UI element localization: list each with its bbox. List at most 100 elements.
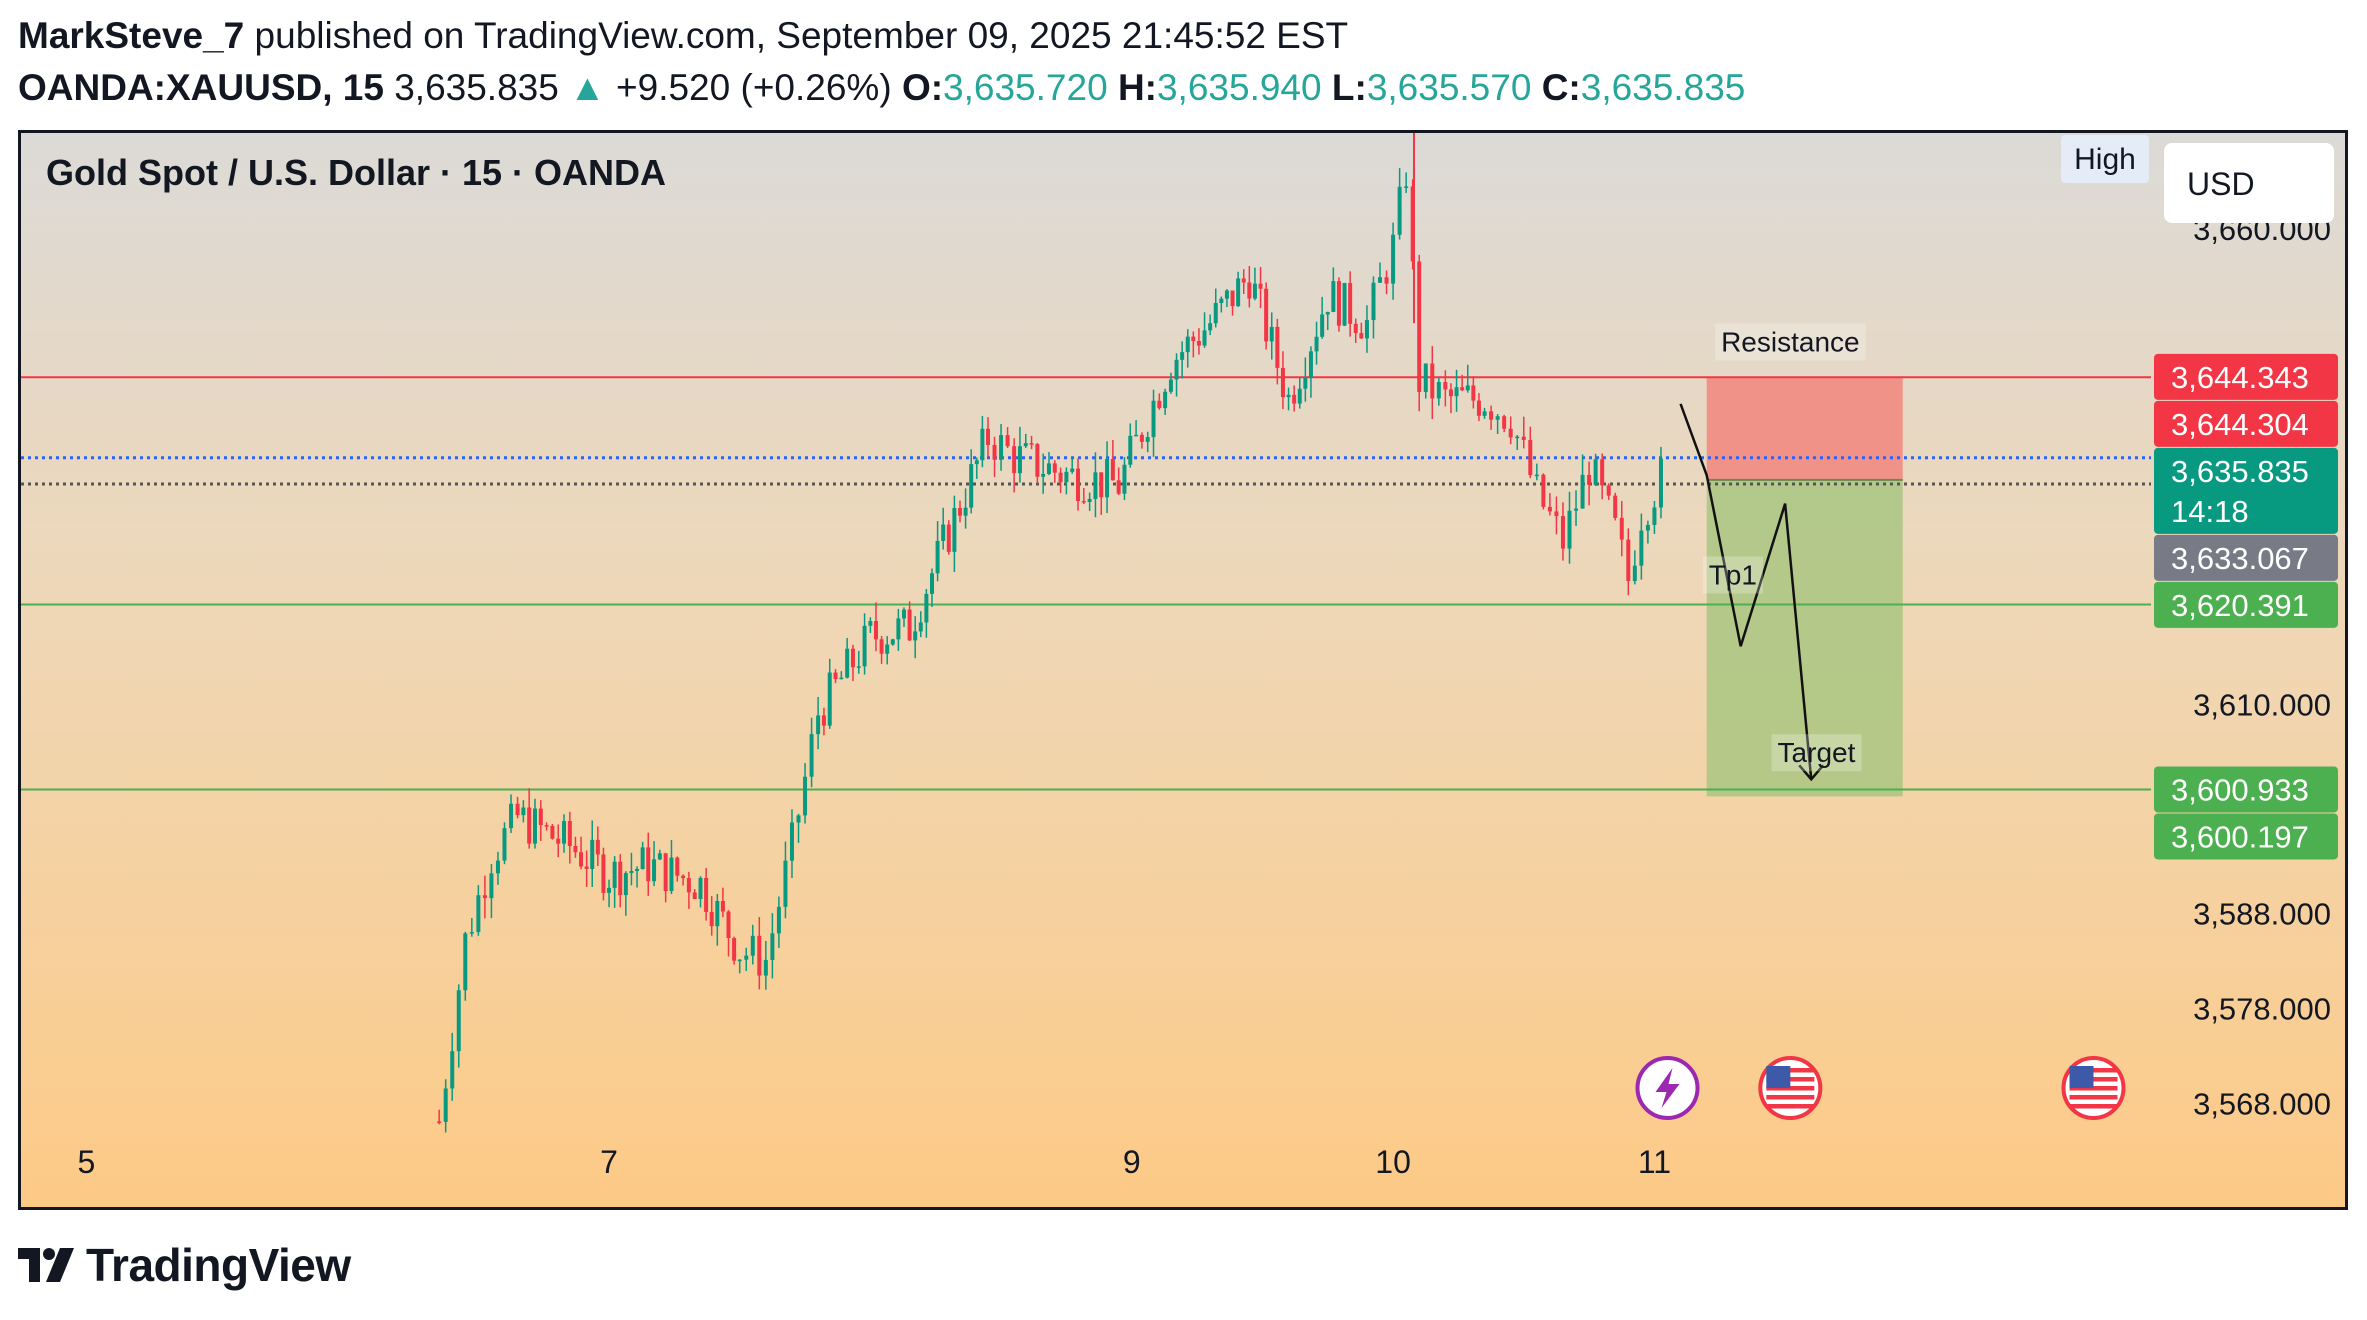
candle-body	[476, 895, 481, 933]
candle-body	[584, 866, 589, 869]
candle-body	[1230, 290, 1235, 307]
price-label-box[interactable]	[2154, 766, 2338, 813]
candle-body	[1241, 278, 1246, 283]
annotation-bg	[1702, 556, 1763, 594]
candle-body	[456, 990, 461, 1052]
annotation-tp1[interactable]: Tp1	[1709, 559, 1757, 590]
candle-body	[1384, 277, 1389, 284]
price-label-box[interactable]	[2154, 447, 2338, 534]
candle-body	[1348, 283, 1353, 324]
candle-body	[1371, 282, 1376, 321]
candle-body	[681, 875, 686, 879]
candle-body	[1174, 359, 1179, 380]
candle-body	[803, 776, 808, 816]
candle-body	[1139, 434, 1144, 442]
us-flag-icon[interactable]	[1758, 1056, 1823, 1120]
candle-body	[1336, 281, 1341, 326]
price-label-text: 3,635.835	[2171, 454, 2309, 489]
candle-body	[833, 672, 838, 680]
candle-body	[1448, 389, 1453, 397]
candle-body	[1122, 464, 1127, 494]
candle-body	[1128, 435, 1133, 465]
candle-body	[663, 853, 668, 892]
candle-body	[1168, 379, 1173, 392]
annotation-bg	[1715, 323, 1866, 361]
candle-body	[1534, 474, 1539, 477]
projection-path[interactable]	[1679, 403, 1813, 780]
candle-body	[770, 933, 775, 960]
candle-body	[1202, 330, 1207, 346]
candle-body	[952, 507, 957, 552]
candle-body	[763, 959, 768, 976]
price-label-box[interactable]	[2154, 581, 2338, 628]
resistance-zone[interactable]	[1706, 377, 1903, 480]
candle-body	[1208, 323, 1213, 331]
symbol-label[interactable]: OANDA:XAUUSD, 15	[18, 67, 384, 108]
candle-body	[635, 869, 640, 871]
y-tick-label: 3,568.000	[2193, 1086, 2331, 1121]
candle-body	[1185, 336, 1190, 353]
candle-body	[1541, 474, 1546, 507]
candle-body	[590, 839, 595, 869]
currency-button[interactable]	[2164, 143, 2334, 223]
low-key: L:	[1331, 67, 1367, 108]
candle-body	[1613, 495, 1618, 518]
candle-body	[1436, 381, 1441, 399]
candle-body	[463, 933, 468, 991]
annotation-target[interactable]: Target	[1778, 737, 1856, 768]
price-label-text: 3,600.197	[2171, 819, 2309, 854]
y-tick-label: 3,578.000	[2193, 991, 2331, 1026]
candle-body	[809, 734, 814, 777]
candle-body	[1404, 186, 1409, 188]
candle-body	[489, 873, 494, 899]
candle-body	[1286, 394, 1291, 398]
candle-body	[1191, 336, 1196, 342]
candle-body	[980, 428, 985, 461]
low-value: 3,635.570	[1366, 67, 1532, 108]
candle-body	[992, 444, 997, 460]
candle-body	[1547, 506, 1552, 512]
candle-body	[1145, 437, 1150, 442]
currency-label: USD	[2187, 166, 2255, 202]
chart-frame[interactable]: Resistance Tp1 Target Gold Spot / U.S. Doll…	[18, 130, 2348, 1210]
candle-body	[1157, 400, 1162, 409]
candle-body	[1632, 565, 1637, 582]
candle-body	[783, 860, 788, 907]
lightning-icon[interactable]	[1635, 1056, 1700, 1120]
candle-body	[698, 877, 703, 900]
candle-body	[1580, 474, 1585, 509]
publisher-name[interactable]: MarkSteve_7	[18, 15, 245, 56]
us-flag-icon[interactable]	[2061, 1056, 2126, 1120]
candle-body	[796, 815, 801, 823]
candle-body	[509, 803, 514, 829]
candle-body	[443, 1088, 448, 1122]
candle-body	[1219, 298, 1224, 303]
candle-body	[1005, 435, 1010, 447]
candle-body	[1275, 326, 1280, 368]
footer-brand: TradingView	[86, 1239, 351, 1291]
candle-body	[879, 639, 884, 654]
price-chart[interactable]: Resistance Tp1 Target Gold Spot / U.S. Doll…	[21, 133, 2345, 1207]
price-label-box[interactable]	[2154, 813, 2338, 860]
price-label-box[interactable]	[2154, 353, 2338, 400]
candle-body	[845, 648, 850, 678]
candle-body	[1515, 436, 1520, 439]
price-label-box[interactable]	[2154, 534, 2338, 581]
candle-body	[579, 852, 584, 867]
candle-body	[1626, 539, 1631, 582]
candle-body	[1567, 510, 1572, 549]
candle-body	[550, 825, 555, 839]
annotation-resistance[interactable]: Resistance	[1721, 327, 1860, 358]
candle-body	[862, 625, 867, 667]
tradingview-logo[interactable]: TradingView	[18, 1238, 351, 1292]
lightning-bolt	[1655, 1068, 1680, 1108]
candle-body	[1087, 498, 1092, 502]
candle-body	[1134, 434, 1139, 437]
candle-body	[1023, 443, 1028, 447]
candle-body	[789, 822, 794, 861]
flag-stripe	[2069, 1095, 2118, 1100]
candle-body	[720, 901, 725, 912]
price-label-box[interactable]	[2154, 400, 2338, 447]
candle-body	[1297, 388, 1302, 404]
candle-body	[1046, 463, 1051, 474]
